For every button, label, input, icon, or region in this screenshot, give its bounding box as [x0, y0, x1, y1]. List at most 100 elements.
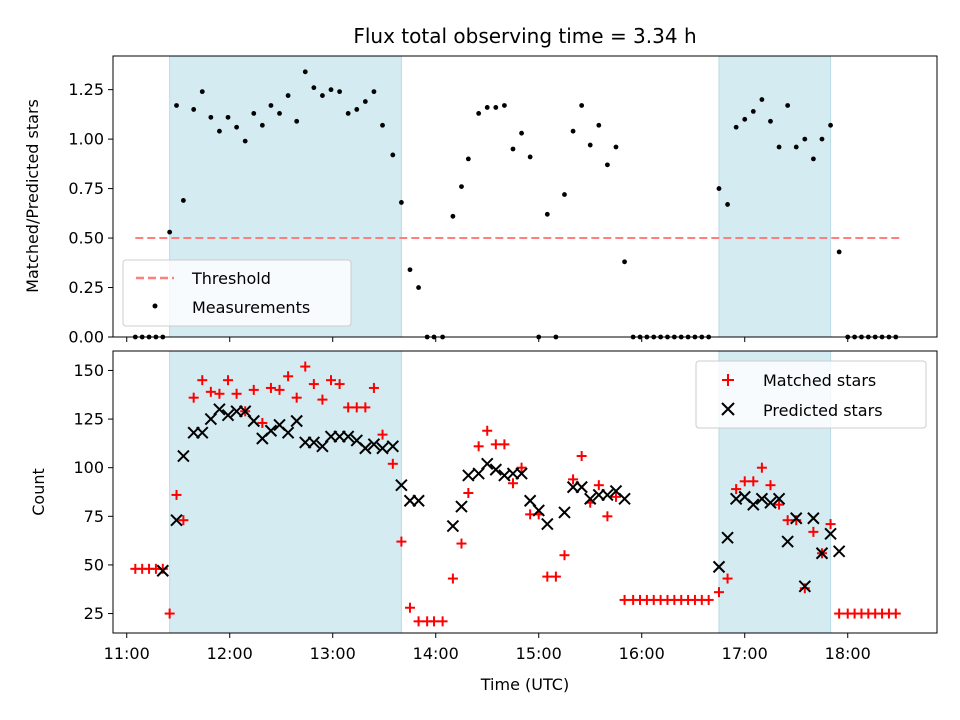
matched-star-point [308, 379, 319, 390]
matched-star-point [317, 394, 328, 405]
matched-star-point [157, 563, 168, 574]
measurement-point [277, 110, 282, 116]
matched-star-point [602, 511, 613, 522]
measurement-point [208, 114, 214, 120]
matched-star-point [274, 384, 285, 395]
x-tick-label: 15:00 [516, 644, 562, 663]
bottom-shaded-regions [169, 350, 832, 634]
predicted-star-point [781, 535, 794, 548]
matched-star-point [756, 462, 767, 473]
legend-matched-swatch [722, 374, 734, 386]
matched-star-point [429, 616, 440, 627]
matched-star-point [164, 608, 175, 619]
measurement-point [562, 192, 567, 197]
shaded-region [169, 350, 402, 634]
predicted-star-point [541, 517, 554, 531]
measurement-point [622, 259, 627, 265]
measurement-point [510, 146, 516, 152]
predicted-star-point [156, 564, 169, 577]
measurement-point [180, 198, 186, 203]
measurement-point [450, 213, 456, 219]
ratio-panel: Flux total observing time = 3.34 h Match… [23, 24, 938, 347]
matched-star-point [559, 550, 570, 561]
x-axis-label: Time (UTC) [480, 675, 569, 694]
measurement-point [234, 124, 240, 130]
matched-star-point [413, 616, 424, 627]
measurement-point [311, 85, 317, 91]
y-tick-label: 0.50 [68, 229, 104, 248]
matched-star-point [456, 538, 467, 549]
measurement-point [570, 128, 576, 134]
matched-star-point [703, 594, 714, 605]
measurement-point [174, 103, 179, 108]
predicted-star-point [618, 492, 631, 506]
matched-star-point [619, 594, 630, 605]
measurement-point [225, 114, 231, 120]
matched-star-point [890, 608, 901, 619]
predicted-star-point [558, 506, 571, 519]
predicted-star-point [798, 580, 812, 593]
matched-star-point [482, 425, 493, 436]
measurement-point [167, 229, 173, 235]
predicted-star-point [264, 424, 278, 437]
predicted-star-point [247, 414, 260, 428]
measurement-point [259, 122, 265, 128]
matched-star-point [377, 429, 388, 440]
predicted-star-point [584, 492, 597, 506]
y-tick-label: 1.00 [68, 130, 104, 149]
measurement-point [742, 116, 748, 122]
top-axes-frame [112, 55, 938, 338]
measurement-point [371, 89, 377, 95]
legend-measurements-label: Measurements [192, 298, 310, 317]
predicted-star-point [386, 440, 400, 453]
matched-star-point [568, 474, 579, 485]
measurement-point [362, 99, 368, 104]
y-axis-label-ratio: Matched/Predicted stars [23, 99, 42, 293]
x-tick-label: 16:00 [619, 644, 665, 663]
matched-star-point [205, 386, 216, 397]
measurement-point [725, 202, 730, 207]
matched-star-point [326, 375, 337, 386]
matched-star-point [550, 571, 561, 582]
matched-star-point [490, 439, 501, 450]
matched-star-point [437, 616, 448, 627]
measurement-point [268, 103, 274, 108]
matched-star-point [300, 361, 311, 372]
measurement-point [579, 103, 585, 108]
x-tick-label: 13:00 [310, 644, 356, 663]
predicted-star-point [341, 430, 355, 443]
predicted-star-point [281, 426, 295, 439]
matched-star-point [178, 515, 189, 526]
measurement-point [750, 109, 756, 114]
matched-star-point [368, 382, 379, 393]
matched-star-point [722, 573, 733, 584]
measurement-point [596, 122, 602, 128]
measurement-point [836, 249, 842, 255]
predicted-star-point [307, 436, 321, 449]
y-tick-label: 25 [84, 604, 104, 623]
measurement-point [716, 186, 722, 191]
y-tick-label: 0.25 [68, 278, 104, 297]
matched-star-point [214, 388, 225, 399]
predicted-star-point [832, 545, 846, 558]
measurement-point [320, 93, 325, 98]
measurement-point [768, 118, 773, 124]
measurement-point [345, 110, 351, 116]
matched-star-point [387, 458, 398, 469]
measurement-point [294, 118, 300, 124]
measurement-point [380, 122, 385, 128]
matched-star-point [610, 491, 621, 502]
count-panel: Count Time (UTC) 25 50 75 100 125 150 11:00 12:… [29, 350, 938, 694]
bottom-axes-frame [112, 350, 938, 634]
predicted-star-point [177, 449, 190, 463]
measurement-point [527, 154, 533, 160]
matched-star-point [739, 476, 750, 487]
measurement-point [459, 184, 464, 190]
predicted-star-point [772, 492, 786, 506]
matched-star-point [257, 417, 268, 428]
predicted-star-point [575, 480, 588, 494]
matched-star-point [396, 536, 407, 547]
matched-star-point [291, 392, 302, 403]
matched-star-point [404, 602, 415, 613]
